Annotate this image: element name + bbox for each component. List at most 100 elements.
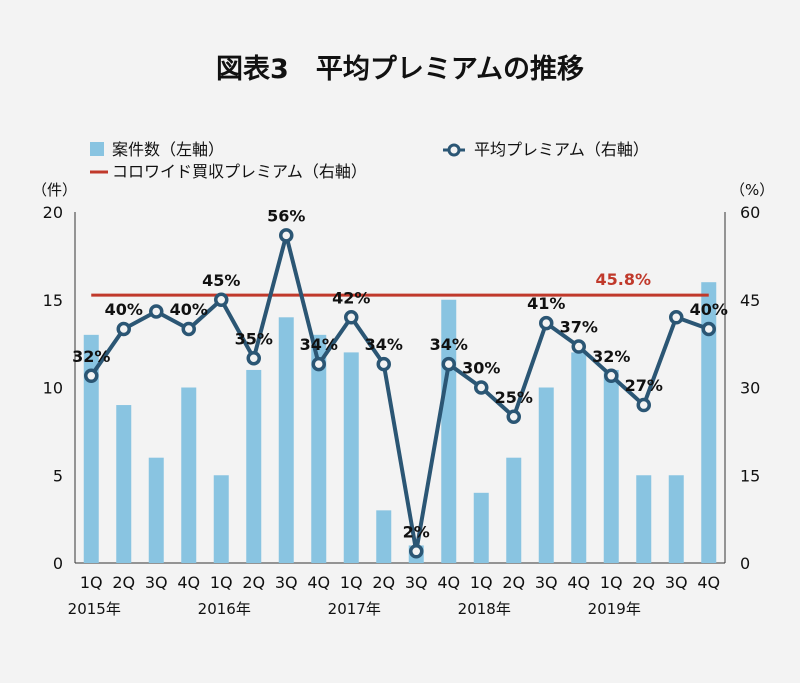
premium-point (539, 315, 554, 331)
left-tick-label: 20 (43, 203, 63, 222)
premium-point (571, 339, 586, 354)
data-label: 45% (202, 271, 240, 290)
data-label: 32% (592, 347, 630, 366)
bar (116, 405, 132, 563)
data-label: 30% (462, 359, 500, 378)
year-label: 2018年 (458, 600, 511, 618)
data-label: 56% (267, 206, 305, 225)
data-label: 2% (403, 522, 430, 541)
right-tick-label: 60 (740, 203, 760, 222)
legend-line-label: 平均プレミアム（右軸） (474, 140, 649, 159)
premium-point (344, 310, 359, 325)
premium-point (376, 356, 391, 372)
premium-point (246, 351, 261, 366)
year-labels: 2015年 2016年 2017年 2018年 2019年 (68, 600, 641, 618)
data-label: 35% (235, 329, 273, 348)
line-series (84, 228, 716, 559)
premium-point (604, 368, 619, 384)
data-label: 34% (430, 335, 468, 354)
premium-point (701, 321, 716, 337)
chart-title: 図表3 平均プレミアムの推移 (216, 54, 584, 85)
category-label: 3Q (405, 573, 428, 592)
reference-line-group: 45.8% (91, 270, 709, 297)
bar (473, 492, 489, 563)
premium-point (441, 356, 456, 372)
year-label: 2017年 (328, 600, 381, 618)
premium-point (506, 409, 521, 424)
data-label: 42% (332, 288, 370, 307)
bar (343, 352, 359, 563)
year-label: 2016年 (198, 600, 251, 618)
premium-point (311, 356, 326, 372)
premium-point (474, 380, 489, 395)
right-tick-label: 15 (740, 466, 760, 485)
bar (506, 457, 522, 563)
data-label: 40% (170, 300, 208, 319)
premium-point (84, 368, 99, 384)
bar (571, 352, 587, 563)
premium-line (89, 233, 710, 554)
category-label: 1Q (470, 573, 493, 592)
bar (376, 510, 392, 563)
data-labels: 32% 40% 40% 45% 35% 56% 34% 42% 34% 2% 34% 30% 25% 41… (72, 206, 728, 541)
right-tick-labels: 0 15 30 45 60 (740, 203, 760, 573)
bar (311, 334, 327, 563)
premium-point (669, 310, 684, 325)
category-label: 1Q (80, 573, 103, 592)
category-label: 1Q (340, 573, 363, 592)
bar (181, 387, 197, 563)
left-tick-label: 5 (53, 466, 63, 485)
premium-point (279, 228, 294, 243)
category-label: 1Q (600, 573, 623, 592)
category-label: 2Q (372, 573, 395, 592)
category-label: 2Q (242, 573, 265, 592)
premium-point (116, 321, 131, 337)
bar-series (83, 282, 717, 563)
category-label: 2Q (112, 573, 135, 592)
category-label: 3Q (145, 573, 168, 592)
right-axis-unit: （%） (730, 181, 774, 199)
left-axis-unit: （件） (32, 181, 77, 199)
category-label: 2Q (502, 573, 525, 592)
premium-point (214, 292, 229, 307)
legend-bars-label: 案件数（左軸） (112, 140, 224, 159)
data-label: 25% (495, 388, 533, 407)
premium-point (149, 304, 164, 319)
data-label: 34% (300, 335, 338, 354)
bar (668, 475, 684, 563)
bar (538, 387, 554, 563)
bar (148, 457, 164, 563)
right-tick-label: 0 (740, 554, 750, 573)
data-label: 27% (625, 376, 663, 395)
data-label: 41% (527, 294, 565, 313)
data-label: 40% (105, 300, 143, 319)
category-label: 4Q (567, 573, 590, 592)
bar (636, 475, 652, 563)
bar (701, 282, 717, 563)
premium-point (181, 321, 196, 337)
left-tick-labels: 0 5 10 15 20 (43, 203, 63, 573)
data-label: 37% (560, 318, 598, 337)
legend-reference-label: コロワイド買収プレミアム（右軸） (112, 162, 367, 181)
category-label: 3Q (535, 573, 558, 592)
data-label: 32% (72, 347, 110, 366)
category-label: 1Q (210, 573, 233, 592)
category-label: 4Q (177, 573, 200, 592)
bar (213, 475, 229, 563)
premium-point (636, 397, 651, 413)
year-label: 2015年 (68, 600, 121, 618)
category-label: 3Q (275, 573, 298, 592)
legend-line-marker (447, 143, 461, 157)
bar (603, 369, 619, 563)
category-label: 4Q (697, 573, 720, 592)
legend-bar-swatch (90, 142, 104, 156)
left-tick-label: 15 (43, 291, 63, 310)
data-label: 40% (690, 300, 728, 319)
right-tick-label: 30 (740, 379, 760, 398)
bar (83, 334, 99, 563)
left-tick-label: 10 (43, 379, 63, 398)
right-tick-label: 45 (740, 291, 760, 310)
category-labels: 1Q 2Q 3Q 4Q 1Q 2Q 3Q 4Q 1Q 2Q 3Q 4Q 1Q 2Q 3Q 4Q 1Q 2Q 3Q 4Q (80, 573, 720, 592)
